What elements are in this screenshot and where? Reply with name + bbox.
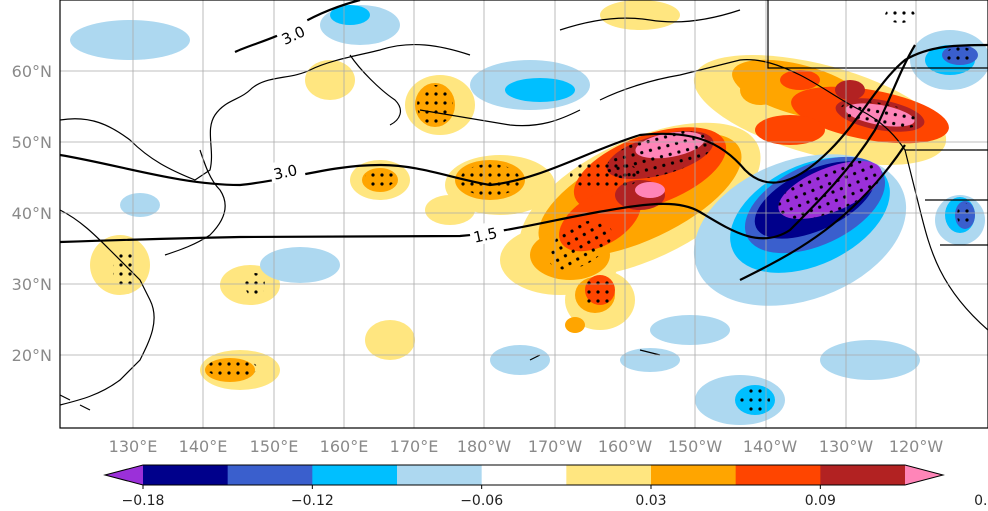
lat-label-60n: 60°N	[12, 62, 52, 81]
colorbar-tick-label: 0.09	[805, 493, 836, 509]
colorbar-extend-high	[905, 465, 943, 485]
longitude-labels: 130°E 140°E 150°E 160°E 170°E 180°W 170°…	[109, 437, 944, 456]
contour-lines	[60, 0, 988, 281]
plot-border	[59, 0, 988, 429]
colorbar-swatch	[397, 465, 483, 485]
colorbar-swatch	[735, 465, 821, 485]
contour-label-middle: 3.0	[272, 161, 299, 184]
lon-label-170w: 170°W	[528, 437, 583, 456]
lon-label-130w: 130°W	[819, 437, 874, 456]
lon-label-150w: 150°W	[668, 437, 723, 456]
colorbar-tick-label: −0.18	[122, 493, 165, 509]
lon-label-140e: 140°E	[179, 437, 228, 456]
colorbar-extend-low	[105, 465, 143, 485]
latitude-labels: 20°N 30°N 40°N 50°N 60°N	[12, 62, 52, 365]
lon-label-160e: 160°E	[320, 437, 369, 456]
asia-coastline	[60, 43, 471, 181]
colorbar-swatches	[103, 464, 945, 486]
colorbar-tick-label: −0.12	[291, 493, 334, 509]
lon-label-160w: 160°W	[598, 437, 653, 456]
lon-label-170e: 170°E	[390, 437, 439, 456]
lat-label-50n: 50°N	[12, 133, 52, 152]
canada-border	[767, 0, 988, 69]
coastlines	[60, 0, 988, 411]
colorbar-swatch	[651, 465, 737, 485]
colorbar: −0.18 −0.12 −0.06 0.03 0.09 0.15	[103, 464, 988, 509]
contour-3p0-middle	[60, 43, 988, 187]
lon-label-150e: 150°E	[250, 437, 299, 456]
pacific-islands	[60, 349, 661, 411]
anomaly-shading	[70, 0, 988, 425]
alaska-north-coast	[559, 9, 741, 31]
significance-stippling	[113, 7, 975, 412]
colorbar-tick-label: 0.15	[974, 493, 988, 509]
north-america-west-coast	[904, 149, 988, 331]
lon-label-180w: 180°W	[457, 437, 512, 456]
colorbar-tick-label: −0.06	[460, 493, 503, 509]
colorbar-swatch	[143, 465, 229, 485]
aleutian-chain	[419, 109, 581, 127]
kamchatka-outline	[349, 54, 402, 126]
colorbar-swatch	[227, 465, 313, 485]
lon-label-140w: 140°W	[743, 437, 798, 456]
contour-1p5	[60, 44, 916, 244]
lat-label-20n: 20°N	[12, 346, 52, 365]
lat-label-30n: 30°N	[12, 275, 52, 294]
colorbar-swatch	[312, 465, 398, 485]
contour-secondary	[739, 144, 906, 281]
lat-label-40n: 40°N	[12, 204, 52, 223]
lon-label-120w: 120°W	[889, 437, 944, 456]
colorbar-swatch	[566, 465, 652, 485]
colorbar-swatch	[820, 465, 906, 485]
lon-label-130e: 130°E	[109, 437, 158, 456]
colorbar-tick-label: 0.03	[635, 493, 666, 509]
contour-labels: 3.0 3.0 1.5	[268, 15, 506, 247]
colorbar-ticks: −0.18 −0.12 −0.06 0.03 0.09 0.15	[122, 485, 988, 509]
japan-outline	[164, 149, 226, 256]
contour-label-1p5: 1.5	[472, 224, 499, 247]
colorbar-swatch	[481, 465, 567, 485]
asia-coastline-south	[60, 209, 155, 406]
